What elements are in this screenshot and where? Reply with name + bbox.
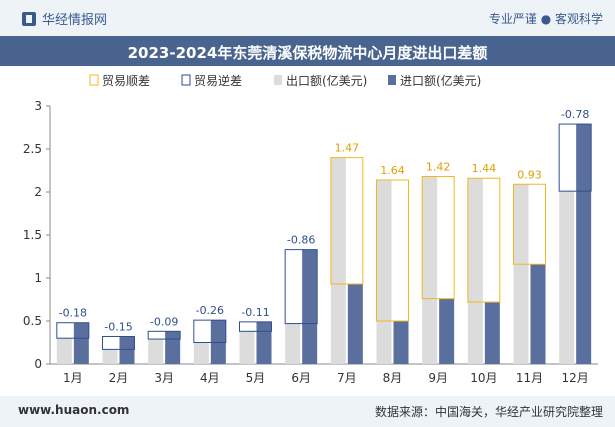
balance-label: 1.47: [335, 142, 360, 155]
balance-label: -0.11: [241, 306, 269, 319]
import-bar: [393, 321, 409, 364]
footer-bar: [0, 396, 615, 427]
export-bar: [56, 338, 72, 364]
surplus-box: [376, 179, 409, 322]
x-tick-label: 3月: [154, 371, 174, 385]
header-bar: [0, 0, 615, 36]
import-bar: [439, 298, 455, 364]
export-bar: [148, 339, 164, 364]
x-tick-label: 4月: [200, 371, 220, 385]
tagline: 专业严谨 ● 客观科学: [488, 12, 603, 26]
surplus-box: [513, 183, 546, 265]
export-bar: [513, 184, 529, 364]
surplus-box: [330, 157, 364, 285]
x-tick-label: 10月: [470, 371, 497, 385]
export-bar: [422, 176, 438, 364]
deficit-box: [102, 335, 135, 350]
balance-label: 1.42: [426, 161, 451, 174]
x-tick-label: 11月: [516, 371, 543, 385]
x-tick-label: 9月: [428, 371, 448, 385]
x-tick-label: 8月: [383, 371, 403, 385]
export-bar: [559, 191, 575, 364]
legend-label: 贸易逆差: [194, 73, 242, 88]
deficit-box: [239, 321, 272, 332]
x-tick-label: 1月: [63, 371, 83, 385]
deficit-box: [147, 330, 181, 340]
chart-title: 2023-2024年东莞清溪保税物流中心月度进出口差额: [127, 44, 488, 62]
y-tick-label: 0: [34, 357, 42, 371]
deficit-box: [193, 319, 227, 344]
brand-name: 华经情报网: [42, 13, 108, 28]
legend-swatch: [388, 75, 396, 85]
surplus-box: [421, 176, 455, 300]
import-bar: [302, 249, 318, 364]
y-tick-label: 1.5: [23, 228, 42, 242]
brand: 华经情报网: [22, 9, 107, 28]
balance-label: 0.93: [517, 168, 542, 181]
deficit-box: [56, 322, 90, 339]
deficit-box: [558, 123, 592, 192]
export-bar: [102, 349, 118, 364]
deficit-box: [284, 249, 318, 325]
balance-label: 1.44: [472, 162, 497, 175]
y-tick-label: 2.5: [23, 142, 42, 156]
export-bar: [467, 178, 483, 364]
website: www.huaon.com: [18, 403, 130, 417]
balance-label: -0.26: [196, 304, 224, 317]
y-tick-label: 0.5: [23, 314, 42, 328]
balance-label: -0.18: [59, 307, 87, 320]
import-bar: [73, 322, 89, 364]
y-tick-label: 1: [34, 271, 42, 285]
export-bar: [239, 331, 255, 364]
import-bar: [347, 284, 363, 364]
legend-label: 出口额(亿美元): [286, 73, 367, 88]
export-bar: [330, 157, 346, 364]
data-source: 数据来源：中国海关，华经产业研究院整理: [374, 405, 603, 419]
x-tick-label: 2月: [109, 371, 129, 385]
legend-label: 贸易顺差: [102, 74, 150, 88]
surplus-box: [467, 177, 501, 303]
export-bar: [376, 179, 392, 364]
import-bar: [165, 331, 181, 364]
legend-swatch: [89, 74, 99, 86]
y-tick-label: 2: [34, 185, 42, 199]
legend-label: 进口额(亿美元): [400, 73, 481, 88]
import-bar: [576, 124, 592, 364]
import-bar: [530, 264, 546, 364]
import-bar: [119, 336, 135, 364]
x-tick-label: 6月: [291, 371, 311, 385]
import-bar: [256, 321, 272, 364]
balance-label: -0.09: [150, 315, 178, 328]
legend-swatch: [274, 75, 282, 85]
export-bar: [285, 323, 301, 364]
export-bar: [193, 342, 209, 364]
balance-label: 1.64: [380, 164, 405, 177]
balance-label: -0.86: [287, 234, 315, 247]
y-tick-label: 3: [34, 99, 42, 113]
x-tick-label: 12月: [562, 371, 589, 385]
balance-label: -0.78: [561, 108, 589, 121]
x-tick-label: 5月: [246, 371, 266, 385]
import-bar: [484, 302, 500, 364]
x-tick-label: 7月: [337, 371, 357, 385]
legend-swatch: [181, 74, 191, 86]
title-bar: [0, 36, 615, 66]
balance-label: -0.15: [104, 320, 132, 333]
logo-icon: [22, 11, 36, 26]
